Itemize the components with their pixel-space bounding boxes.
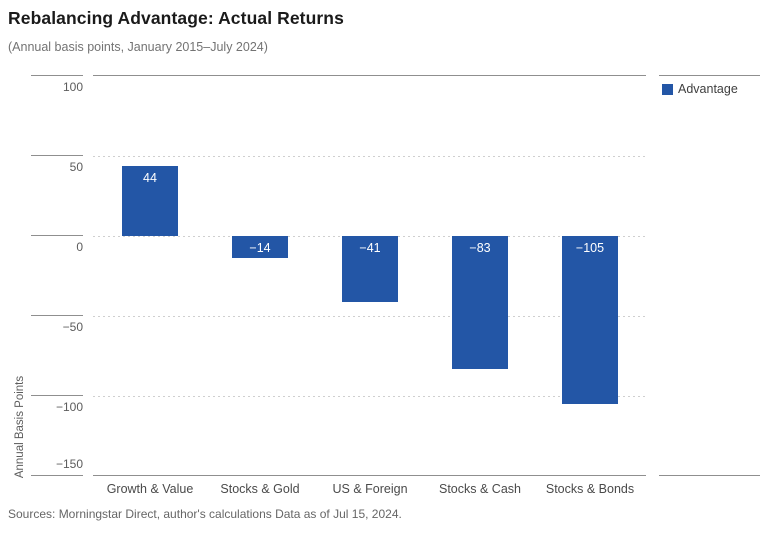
bar-value-label: 44 xyxy=(143,171,157,185)
grid-line xyxy=(93,316,648,317)
bar xyxy=(122,166,178,236)
legend-swatch-icon xyxy=(662,83,673,95)
y-tick-line xyxy=(31,395,83,396)
legend-label: Advantage xyxy=(678,82,738,96)
grid-line xyxy=(93,396,648,397)
bar-value-label: −105 xyxy=(575,241,605,255)
y-tick-line xyxy=(31,475,83,476)
bar xyxy=(232,236,288,258)
grid-line xyxy=(93,156,648,157)
source-note: Sources: Morningstar Direct, author's ca… xyxy=(8,507,402,521)
x-category-label: Stocks & Cash xyxy=(439,482,521,496)
y-tick-label: 0 xyxy=(76,240,83,254)
y-axis-title: Annual Basis Points xyxy=(14,375,26,479)
bar xyxy=(452,236,508,369)
legend-divider-top xyxy=(659,75,760,76)
y-tick-label: −150 xyxy=(55,457,83,471)
y-tick-line xyxy=(31,315,83,316)
y-tick-line xyxy=(31,235,83,236)
x-category-label: Stocks & Bonds xyxy=(545,482,635,496)
y-tick-label: 100 xyxy=(62,80,83,94)
bar-value-label: −83 xyxy=(469,241,491,255)
y-tick-line xyxy=(31,155,83,156)
y-tick-label: 50 xyxy=(69,160,83,174)
y-tick-label: −100 xyxy=(55,400,83,414)
legend-item-advantage: Advantage xyxy=(662,82,738,96)
y-tick-label: −50 xyxy=(62,320,83,334)
bar xyxy=(562,236,618,404)
chart-title: Rebalancing Advantage: Actual Returns xyxy=(8,8,344,28)
bar-value-label: −14 xyxy=(249,241,271,255)
bar xyxy=(342,236,398,302)
x-category-label: US & Foreign xyxy=(332,482,408,496)
chart-subtitle: (Annual basis points, January 2015–July … xyxy=(8,40,268,54)
x-category-label: Stocks & Gold xyxy=(220,482,300,496)
plot-border-line xyxy=(93,75,646,76)
plot-border-line xyxy=(93,475,646,476)
y-tick-line xyxy=(31,75,83,76)
legend-divider-bottom xyxy=(659,475,760,476)
x-category-label: Growth & Value xyxy=(106,482,194,496)
bar-value-label: −41 xyxy=(359,241,381,255)
